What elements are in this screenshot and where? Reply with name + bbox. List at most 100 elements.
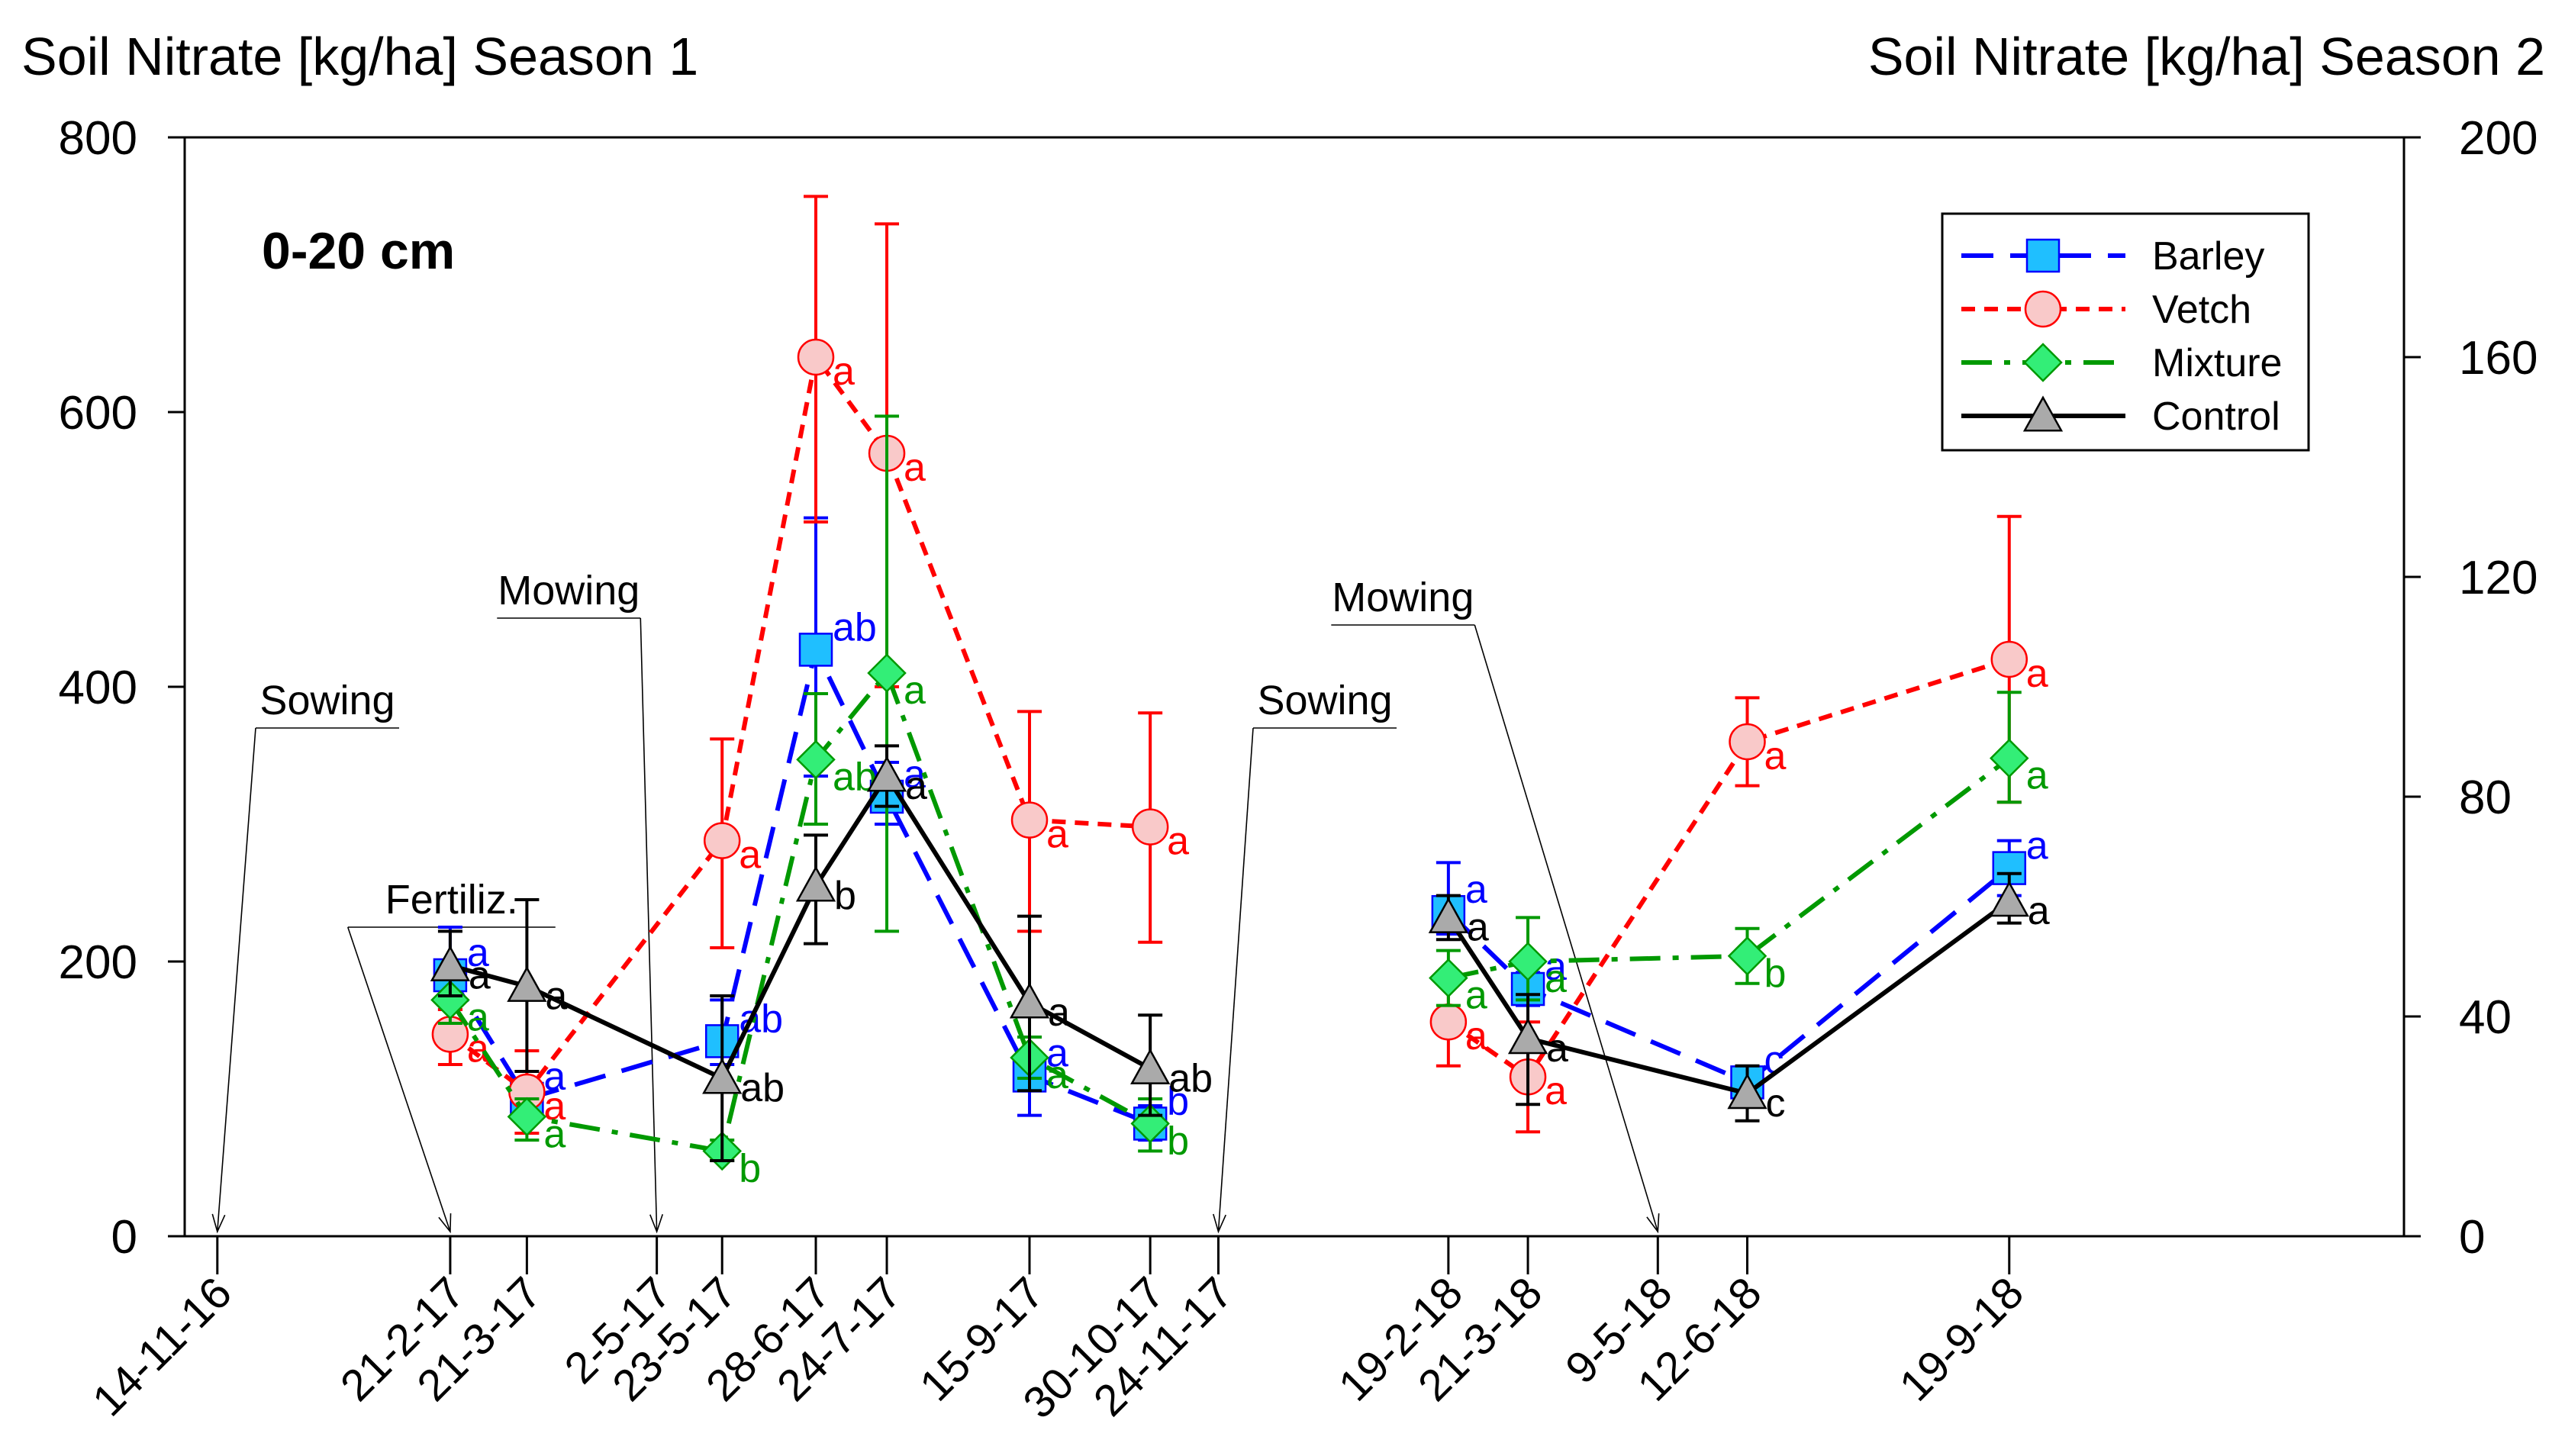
annotation-leader — [1217, 727, 1254, 1232]
data-point — [1990, 640, 2028, 678]
data-point — [1990, 738, 2029, 778]
legend-marker-vetch — [2024, 290, 2062, 328]
data-point — [866, 755, 907, 792]
significance-letter: a — [469, 953, 491, 997]
legend-marker-control — [2022, 395, 2064, 432]
data-point — [796, 739, 836, 780]
title-left: Soil Nitrate [kg/ha] Season 1 — [21, 27, 698, 86]
y-left-tick-label: 0 — [111, 1211, 137, 1264]
data-point — [1131, 808, 1169, 846]
y-left-tick-label: 400 — [59, 662, 137, 714]
significance-letter: a — [467, 995, 489, 1039]
vetch-season2-line — [1447, 657, 2010, 1080]
y-right-tick-label: 80 — [2459, 771, 2512, 824]
significance-letter: b — [739, 1146, 761, 1190]
mixture-season2-line — [1448, 756, 2011, 981]
significance-letter: a — [1545, 1069, 1567, 1113]
annotation-leader — [216, 727, 256, 1232]
data-point — [1989, 881, 2029, 917]
significance-letter: a — [2026, 824, 2048, 868]
annotation: Sowing — [211, 678, 399, 1234]
data-point — [1729, 723, 1766, 761]
significance-letter: a — [1546, 1026, 1568, 1071]
significance-letter: a — [2026, 754, 2048, 798]
significance-letter: b — [1167, 1119, 1189, 1163]
annotation: Mowing — [1331, 575, 1660, 1234]
significance-letter: a — [1048, 991, 1070, 1035]
significance-letter: b — [1764, 952, 1787, 996]
legend-marker-mixture — [2023, 343, 2063, 382]
data-point — [1429, 958, 1468, 998]
annotation-arrowhead — [1213, 1213, 1226, 1234]
significance-letter: ab — [833, 755, 877, 799]
significance-letter: b — [1167, 1079, 1189, 1123]
y-right-tick-label: 160 — [2459, 332, 2538, 385]
y-right-tick-label: 200 — [2459, 112, 2538, 165]
significance-letter: a — [1046, 1053, 1068, 1097]
annotation-label: Sowing — [1257, 678, 1392, 723]
significance-letter: a — [1465, 1014, 1487, 1058]
data-point — [1727, 1073, 1767, 1110]
y-right-tick-label: 40 — [2459, 991, 2512, 1044]
data-point — [1508, 942, 1548, 981]
data-point — [430, 945, 471, 981]
data-point — [1010, 801, 1049, 839]
significance-letter: a — [1465, 868, 1487, 912]
data-point — [507, 965, 547, 1002]
data-point — [1428, 897, 1468, 933]
legend-marker-barley — [2025, 238, 2061, 273]
annotation: Sowing — [1213, 678, 1397, 1234]
data-point — [1009, 982, 1050, 1019]
barley-season2-line — [1446, 866, 2011, 1085]
significance-letter: a — [904, 668, 926, 713]
significance-letter: a — [467, 931, 489, 975]
significance-letter: a — [1545, 957, 1567, 1001]
significance-letter: a — [739, 833, 761, 878]
legend-label: Control — [2152, 395, 2280, 439]
significance-letter: b — [834, 874, 856, 918]
data-point — [795, 865, 836, 902]
significance-letter: a — [1167, 820, 1189, 864]
annotation-arrowhead — [211, 1213, 226, 1234]
y-left-tick-label: 200 — [59, 936, 137, 989]
annotation-label: Mowing — [1332, 575, 1474, 620]
legend-label: Barley — [2152, 234, 2264, 279]
significance-letter: ab — [740, 1066, 785, 1110]
significance-letter: a — [904, 446, 926, 490]
annotation-arrowhead — [438, 1213, 452, 1234]
annotation-leader — [640, 617, 658, 1232]
legend-box — [1941, 212, 2310, 452]
significance-letter: a — [905, 764, 927, 808]
annotation-label: Sowing — [259, 678, 395, 723]
significance-letter: a — [467, 1026, 489, 1071]
legend-label: Mixture — [2152, 341, 2282, 385]
significance-letter: a — [545, 974, 567, 1018]
title-right: Soil Nitrate [kg/ha] Season 2 — [1868, 27, 2545, 86]
legend-label: Vetch — [2152, 288, 2251, 332]
significance-letter: a — [2026, 652, 2048, 696]
data-point — [1507, 1018, 1548, 1055]
y-right-tick-label: 120 — [2459, 552, 2538, 604]
data-point — [1130, 1048, 1171, 1084]
data-point — [1429, 1003, 1468, 1041]
annotation-leader — [1474, 624, 1659, 1232]
significance-letter: ab — [1168, 1056, 1213, 1100]
significance-letter: a — [833, 350, 855, 394]
y-right-tick-label: 0 — [2459, 1211, 2485, 1264]
y-left-tick-label: 600 — [59, 387, 137, 440]
significance-letter: a — [1545, 945, 1567, 989]
data-point — [798, 633, 833, 667]
significance-letter: ab — [833, 605, 877, 649]
significance-letter: a — [1764, 734, 1787, 778]
annotation-label: Fertiliz. — [385, 877, 518, 923]
annotation-label: Mowing — [498, 568, 640, 614]
y-left-tick-label: 800 — [59, 112, 137, 165]
data-point — [702, 1058, 743, 1094]
data-point — [703, 822, 741, 859]
significance-letter: c — [1766, 1081, 1786, 1126]
